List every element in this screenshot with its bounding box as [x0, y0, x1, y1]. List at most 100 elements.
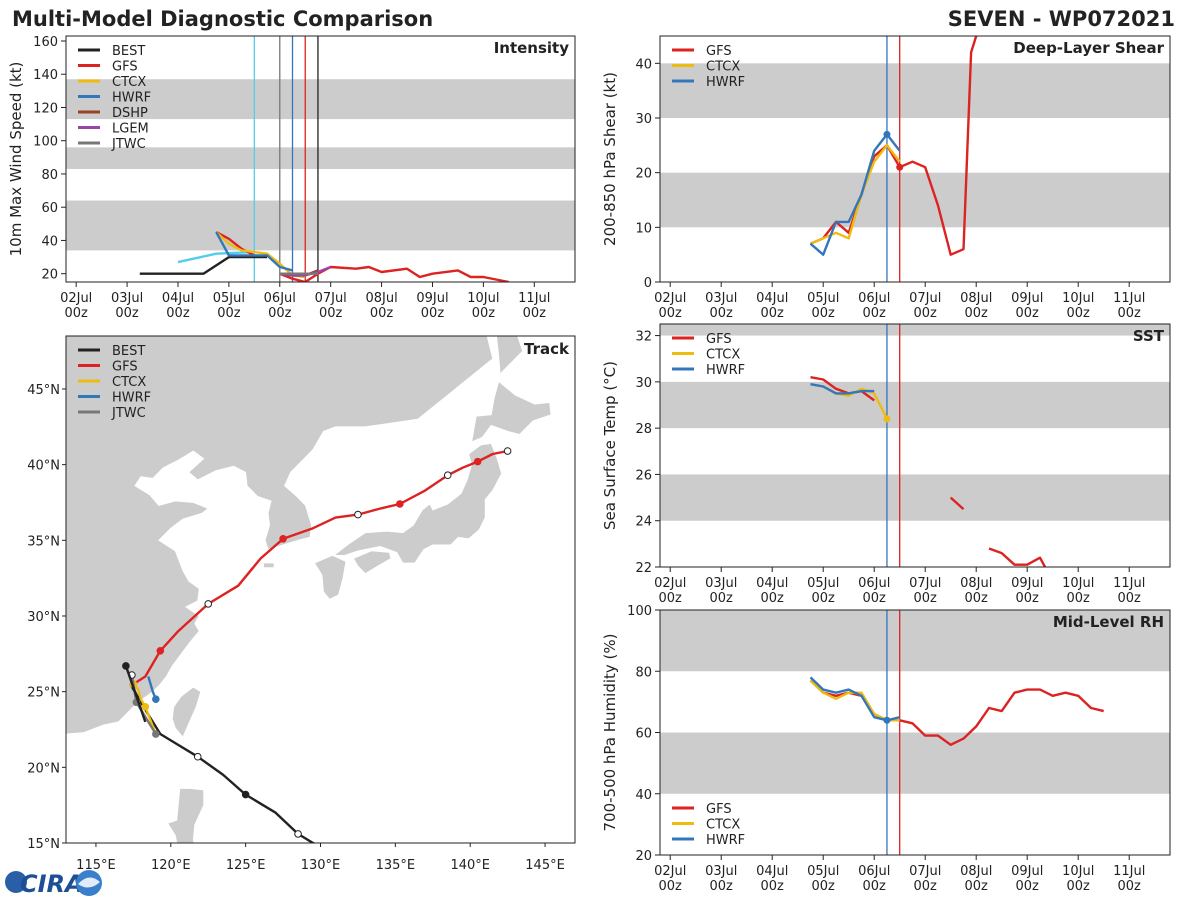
shear-legend-label-hwrf: HWRF	[706, 75, 745, 90]
sst-xtick-day: 10Jul	[1062, 576, 1094, 591]
intensity-xtick-day: 08Jul	[365, 291, 397, 306]
intensity-xtick-day: 10Jul	[467, 291, 499, 306]
intensity-ytick-label: 120	[33, 101, 58, 116]
shear-panel: 01020304002Jul00z03Jul00z04Jul00z05Jul00…	[601, 35, 1171, 321]
sst-ytick-label: 30	[635, 376, 652, 391]
shear-xtick-hour: 00z	[1067, 306, 1091, 321]
track-line-best	[129, 683, 316, 843]
track-point-besttail	[122, 662, 130, 670]
intensity-frame	[65, 35, 576, 283]
sst-band	[660, 381, 1170, 429]
rh-marker-hwrf	[883, 716, 891, 724]
shear-frame	[659, 35, 1171, 283]
sst-legend-label-ctcx: CTCX	[706, 348, 740, 363]
shear-legend-label-ctcx: CTCX	[706, 60, 740, 75]
sst-xtick-day: 02Jul	[654, 576, 686, 591]
intensity-ytick-label: 140	[33, 68, 58, 83]
sst-xtick-hour: 00z	[761, 591, 785, 606]
land-hokkaido	[471, 380, 552, 443]
track-legend-label-best: BEST	[112, 344, 145, 359]
intensity-xtick-day: 03Jul	[111, 291, 143, 306]
track-ytick-label: 35°N	[27, 534, 60, 549]
sst-ytick-label: 28	[635, 422, 652, 437]
shear-marker-hwrf	[883, 130, 891, 138]
track-title: Track	[524, 340, 570, 358]
rh-xtick-hour: 00z	[914, 879, 938, 894]
sst-title: SST	[1133, 327, 1165, 345]
shear-xtick-hour: 00z	[1118, 306, 1142, 321]
rh-xtick-day: 08Jul	[960, 864, 992, 879]
rh-ylabel: 700-500 hPa Humidity (%)	[601, 633, 619, 831]
logo-text: CIRA	[20, 870, 84, 898]
intensity-ytick-label: 60	[41, 201, 58, 216]
sst-xtick-day: 03Jul	[705, 576, 737, 591]
shear-xtick-day: 09Jul	[1011, 291, 1043, 306]
sst-series-gfs	[949, 496, 965, 510]
map-land	[66, 336, 552, 843]
track-point-gfs	[156, 646, 165, 655]
land-taiwan	[171, 686, 202, 738]
sst-marker-ctcx	[883, 415, 891, 423]
rh-xtick-day: 07Jul	[909, 864, 941, 879]
rh-ytick-label: 60	[635, 727, 652, 742]
shear-xtick-day: 02Jul	[654, 291, 686, 306]
shear-xtick-day: 08Jul	[960, 291, 992, 306]
shear-band	[660, 172, 1170, 228]
shear-ylabel: 200-850 hPa Shear (kt)	[601, 72, 619, 246]
rh-band	[660, 732, 1170, 794]
shear-ytick-label: 0	[644, 276, 652, 291]
rh-ytick-label: 20	[635, 849, 652, 864]
track-point-ctcx	[141, 702, 150, 711]
intensity-xtick-hour: 00z	[268, 306, 292, 321]
intensity-xtick-hour: 00z	[166, 306, 190, 321]
sst-frame	[659, 323, 1171, 568]
track-line-gfs	[132, 449, 508, 686]
cira-logo: CIRA	[5, 870, 102, 898]
intensity-ylabel: 10m Max Wind Speed (kt)	[7, 62, 25, 257]
logo-globe-left	[5, 871, 27, 893]
rh-legend-label-gfs: GFS	[706, 802, 732, 817]
rh-xtick-hour: 00z	[965, 879, 989, 894]
shear-xtick-day: 05Jul	[807, 291, 839, 306]
sst-xtick-hour: 00z	[914, 591, 938, 606]
intensity-xtick-hour: 00z	[421, 306, 445, 321]
shear-xtick-hour: 00z	[659, 306, 683, 321]
sst-series-gfs	[810, 376, 875, 402]
shear-xtick-day: 11Jul	[1113, 291, 1145, 306]
intensity-series-gfs	[279, 265, 510, 282]
sst-xtick-hour: 00z	[659, 591, 683, 606]
shear-band	[660, 63, 1170, 118]
sst-ytick-label: 22	[635, 561, 652, 576]
track-xtick-label: 120°E	[151, 858, 191, 873]
land-luzon	[167, 788, 205, 843]
sst-band	[660, 474, 1170, 521]
sst-series-hwrf	[810, 383, 875, 395]
sst-xtick-day: 08Jul	[960, 576, 992, 591]
intensity-legend-label-hwrf: HWRF	[112, 91, 151, 106]
land-jeju	[263, 562, 275, 568]
track-point-gfs	[354, 510, 362, 519]
rh-band	[660, 610, 1170, 672]
sst-xtick-hour: 00z	[1067, 591, 1091, 606]
track-ytick-label: 30°N	[27, 610, 60, 625]
track-ytick-label: 25°N	[27, 686, 60, 701]
sst-xtick-hour: 00z	[1118, 591, 1142, 606]
sst-xtick-hour: 00z	[863, 591, 887, 606]
rh-xtick-hour: 00z	[710, 879, 734, 894]
track-point-best	[193, 752, 202, 761]
rh-xtick-hour: 00z	[1067, 879, 1091, 894]
rh-xtick-day: 11Jul	[1113, 864, 1145, 879]
track-legend-label-gfs: GFS	[112, 360, 138, 375]
sst-band	[660, 324, 1170, 336]
rh-xtick-day: 06Jul	[858, 864, 890, 879]
intensity-ytick-label: 20	[41, 268, 58, 283]
sst-xtick-day: 06Jul	[858, 576, 890, 591]
intensity-xtick-day: 11Jul	[518, 291, 550, 306]
intensity-legend-label-jtwc: JTWC	[111, 137, 146, 152]
track-xtick-label: 145°E	[525, 858, 565, 873]
shear-ytick-label: 20	[635, 167, 652, 182]
rh-legend-label-hwrf: HWRF	[706, 833, 745, 848]
sst-panel: 22242628303202Jul00z03Jul00z04Jul00z05Ju…	[601, 323, 1171, 606]
track-ytick-label: 45°N	[27, 383, 60, 398]
